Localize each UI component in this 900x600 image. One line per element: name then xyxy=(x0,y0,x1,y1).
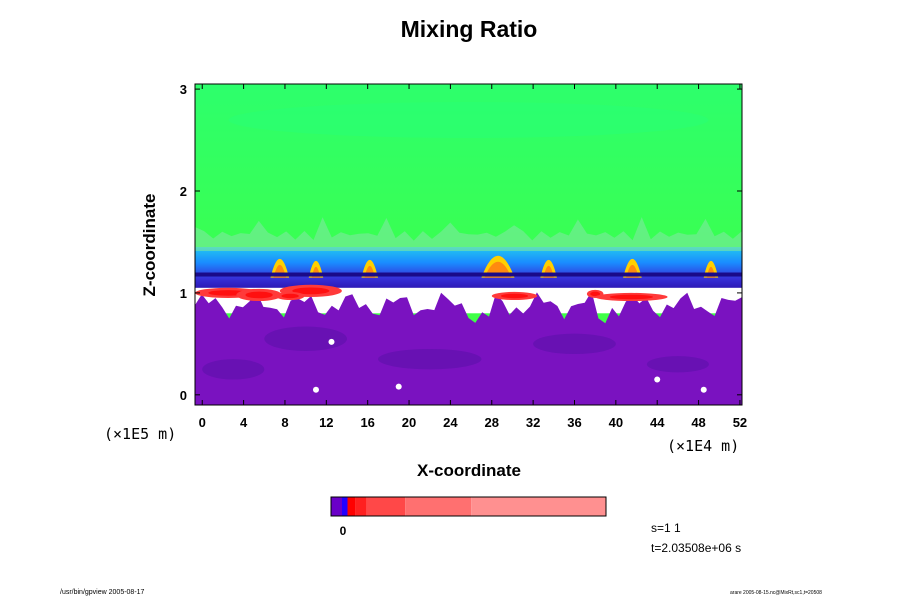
x-tick-label: 40 xyxy=(609,415,623,430)
info-panel: s=1 1 t=2.03508e+06 s xyxy=(651,518,741,558)
colorbar-segment xyxy=(347,497,356,516)
y-tick-label: 2 xyxy=(180,184,187,199)
layer-dark-blue-line xyxy=(195,272,742,277)
plot-frame xyxy=(194,83,743,406)
colorbar: 0 xyxy=(330,496,607,538)
red-blob-core xyxy=(500,293,529,299)
footer-command: /usr/bin/gpview 2005-08-17 xyxy=(60,589,145,596)
colorbar-frame xyxy=(330,496,607,517)
colorbar-segment xyxy=(342,497,348,516)
time-label: t=2.03508e+06 s xyxy=(651,541,742,555)
x-tick-label: 4 xyxy=(240,415,248,430)
x-tick-label: 44 xyxy=(650,415,665,430)
red-blob-core xyxy=(590,291,601,297)
x-tick-label: 28 xyxy=(485,415,499,430)
x-tick-label: 8 xyxy=(281,415,288,430)
purple-swirl xyxy=(646,356,709,373)
colorbar-tick-label: 0 xyxy=(340,524,347,538)
white-spot xyxy=(312,386,319,393)
y-tick-label: 1 xyxy=(180,286,187,301)
colorbar-segment xyxy=(471,497,606,516)
heatmap-field xyxy=(195,84,742,405)
x-tick-label: 24 xyxy=(443,415,458,430)
x-tick-label: 48 xyxy=(691,415,705,430)
colorbar-segment xyxy=(355,497,367,516)
red-blob-core xyxy=(609,294,654,300)
x-axis-unit: (×1E4 m) xyxy=(667,437,740,455)
y-axis-unit: (×1E5 m) xyxy=(104,425,177,443)
step-label: s=1 1 xyxy=(651,521,681,535)
purple-swirl xyxy=(378,348,482,370)
x-tick-label: 0 xyxy=(199,415,206,430)
x-tick-label: 52 xyxy=(733,415,747,430)
x-tick-label: 16 xyxy=(360,415,374,430)
white-spot xyxy=(395,383,402,390)
red-blob-core xyxy=(281,293,299,299)
colorbar-segment xyxy=(331,497,342,516)
red-blob-core xyxy=(245,291,273,299)
footer-source: arare 2005-08-15.nc@MixRt,sc1,t=20508 xyxy=(730,590,822,596)
y-axis-label: Z-coordinate xyxy=(140,193,159,297)
colorbar-segment xyxy=(405,497,472,516)
colorbar-segment xyxy=(366,497,406,516)
x-tick-label: 12 xyxy=(319,415,333,430)
layer-green-band xyxy=(228,102,709,138)
y-tick-label: 0 xyxy=(180,388,187,403)
y-tick-label: 3 xyxy=(180,82,187,97)
purple-swirl xyxy=(202,359,265,380)
white-spot xyxy=(700,386,707,393)
x-axis-label: X-coordinate xyxy=(417,461,521,480)
purple-swirl xyxy=(264,326,348,351)
chart-title: Mixing Ratio xyxy=(400,16,538,42)
layer-purple xyxy=(195,291,742,405)
x-tick-label: 32 xyxy=(526,415,540,430)
layer-band-edge xyxy=(195,217,742,252)
x-tick-label: 20 xyxy=(402,415,416,430)
red-blob-core xyxy=(292,287,330,295)
purple-swirl xyxy=(533,333,616,355)
white-spot xyxy=(328,338,335,345)
white-spot xyxy=(654,376,661,383)
x-tick-label: 36 xyxy=(567,415,581,430)
